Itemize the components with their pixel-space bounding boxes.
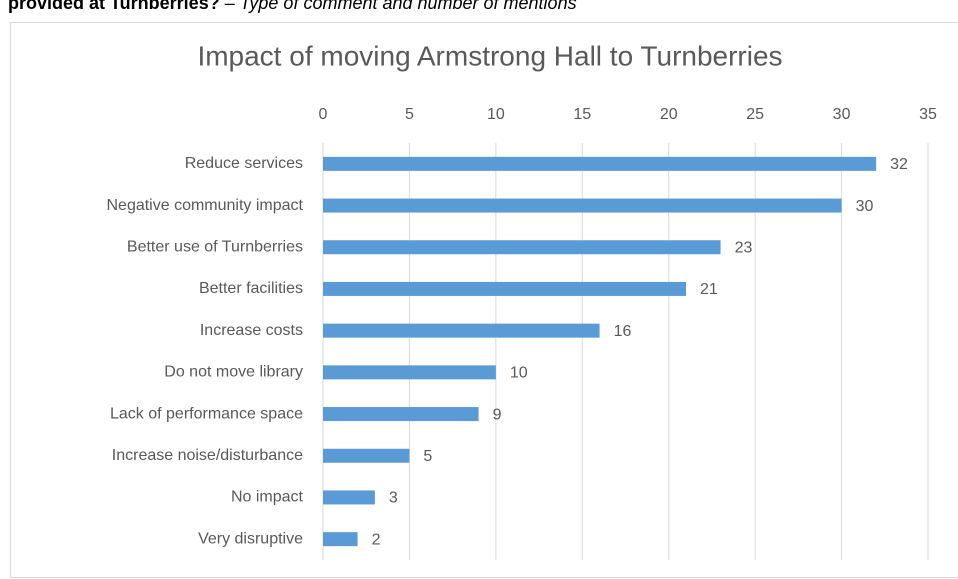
bar (323, 365, 496, 380)
bar (323, 490, 375, 505)
value-label: 3 (389, 490, 398, 507)
bar (323, 281, 686, 296)
y-tick-label: Reduce services (185, 155, 303, 172)
value-label: 10 (510, 365, 528, 382)
y-tick-label: Very disruptive (198, 530, 303, 547)
x-tick-label: 15 (573, 106, 591, 123)
bar (323, 532, 358, 547)
value-label: 16 (614, 323, 632, 340)
y-tick-label: Lack of performance space (110, 405, 303, 422)
y-tick-label: Do not move library (164, 364, 303, 381)
y-tick-label: Negative community impact (106, 197, 303, 214)
value-label: 5 (423, 448, 432, 465)
caption-bold: provided at Turnberries? (8, 0, 220, 13)
value-label: 21 (700, 281, 718, 298)
caption: provided at Turnberries? – Type of comme… (8, 0, 577, 13)
bar (323, 240, 721, 255)
caption-italic: Type of comment and number of mentions (240, 0, 577, 13)
bar (323, 448, 410, 463)
y-tick-label: No impact (231, 489, 304, 506)
y-tick-label: Increase noise/disturbance (112, 447, 303, 464)
value-label: 2 (372, 531, 381, 548)
caption-dash: – (225, 0, 235, 13)
value-label: 30 (856, 198, 874, 215)
x-tick-label: 20 (660, 106, 678, 123)
x-tick-label: 25 (746, 106, 764, 123)
x-tick-label: 10 (487, 106, 505, 123)
x-tick-label: 5 (405, 106, 414, 123)
value-label: 23 (735, 239, 753, 256)
y-tick-label: Better facilities (199, 280, 303, 297)
bar (323, 407, 479, 422)
chart-border (10, 22, 958, 578)
bar (323, 198, 842, 213)
x-tick-label: 30 (833, 106, 851, 123)
value-label: 32 (890, 156, 908, 173)
x-tick-label: 35 (919, 106, 937, 123)
chart-title: Impact of moving Armstrong Hall to Turnb… (197, 40, 782, 71)
y-tick-label: Increase costs (200, 322, 303, 339)
bar (323, 156, 877, 171)
x-tick-label: 0 (319, 106, 328, 123)
value-label: 9 (493, 406, 502, 423)
bar (323, 323, 600, 338)
y-tick-label: Better use of Turnberries (127, 238, 303, 255)
